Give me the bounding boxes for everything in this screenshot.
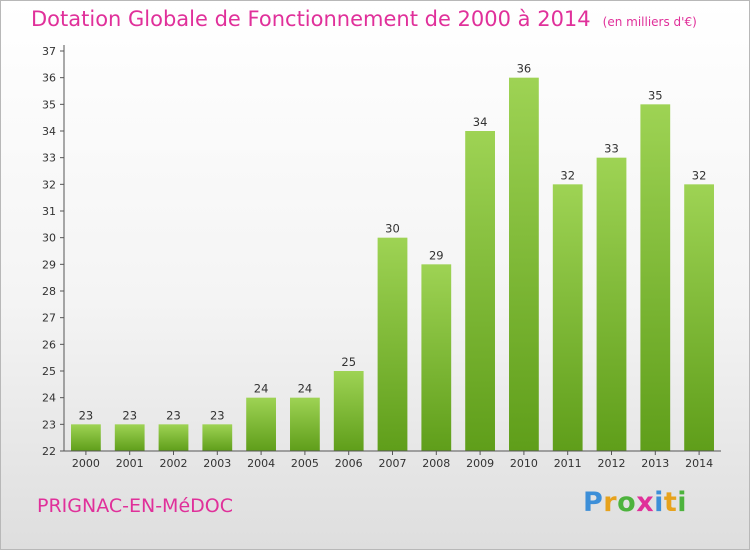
bar-2008: [421, 264, 452, 451]
y-tick-label: 27: [42, 312, 56, 325]
bar-value-label: 23: [122, 408, 137, 422]
bar-2004: [246, 397, 276, 451]
bar-2007: [377, 237, 408, 451]
labels-group: 22 23 24 25 26 27 28 29 30 31 32 33 34 35 36 37 23 2000 23…: [42, 45, 713, 470]
logo-letter: x: [636, 487, 655, 518]
bar-value-label: 23: [210, 408, 225, 422]
axes-group: [60, 45, 721, 455]
y-tick-label: 37: [42, 45, 56, 58]
y-tick-label: 36: [42, 72, 56, 85]
bar-value-label: 23: [79, 408, 94, 422]
x-tick-label: 2001: [116, 457, 144, 470]
y-tick-label: 25: [42, 365, 56, 378]
x-tick-label: 2006: [335, 457, 363, 470]
y-tick-label: 31: [42, 205, 56, 218]
bar-2012: [596, 157, 627, 451]
y-tick-label: 24: [42, 392, 56, 405]
x-tick-label: 2004: [247, 457, 275, 470]
bar-value-label: 36: [517, 62, 532, 76]
x-tick-label: 2008: [422, 457, 450, 470]
commune-name: PRIGNAC-EN-MéDOC: [37, 495, 233, 517]
bar-value-label: 32: [692, 168, 707, 182]
chart-subtitle: (en milliers d'€): [602, 15, 697, 29]
y-tick-label: 35: [42, 98, 56, 111]
y-tick-label: 26: [42, 338, 56, 351]
bar-2000: [71, 424, 101, 451]
bar-value-label: 24: [298, 382, 313, 396]
bar-2003: [202, 424, 233, 451]
y-tick-label: 22: [42, 445, 56, 458]
bar-value-label: 32: [560, 168, 575, 182]
x-tick-label: 2011: [554, 457, 582, 470]
bar-value-label: 30: [385, 222, 400, 236]
bar-value-label: 33: [604, 142, 619, 156]
x-tick-label: 2003: [203, 457, 231, 470]
x-tick-label: 2000: [72, 457, 100, 470]
y-tick-label: 30: [42, 232, 56, 245]
y-tick-label: 29: [42, 258, 56, 271]
proxiti-logo[interactable]: Proxiti: [583, 487, 687, 518]
x-tick-label: 2012: [598, 457, 626, 470]
x-tick-label: 2005: [291, 457, 319, 470]
logo-letter: P: [583, 487, 604, 518]
y-tick-label: 34: [42, 125, 56, 138]
x-tick-label: 2009: [466, 457, 494, 470]
bar-2011: [552, 184, 583, 452]
chart-title: Dotation Globale de Fonctionnement de 20…: [31, 7, 697, 31]
x-tick-label: 2014: [685, 457, 713, 470]
bar-2014: [684, 184, 714, 452]
bars-group: [71, 77, 714, 452]
bar-2009: [465, 131, 495, 451]
x-tick-label: 2013: [641, 457, 669, 470]
bar-value-label: 24: [254, 382, 269, 396]
bar-value-label: 29: [429, 248, 444, 262]
bar-2001: [114, 424, 145, 451]
y-tick-label: 33: [42, 152, 56, 165]
x-tick-label: 2007: [379, 457, 407, 470]
title-text: Dotation Globale de Fonctionnement de 20…: [31, 7, 591, 31]
bar-2006: [333, 371, 364, 451]
logo-letter: i: [677, 487, 688, 518]
bar-value-label: 35: [648, 88, 663, 102]
x-tick-label: 2010: [510, 457, 538, 470]
bar-2010: [509, 77, 539, 452]
logo-letter: r: [603, 487, 618, 518]
bar-value-label: 23: [166, 408, 181, 422]
bar-2005: [290, 397, 320, 451]
bar-value-label: 34: [473, 115, 488, 129]
y-tick-label: 32: [42, 178, 56, 191]
y-tick-label: 28: [42, 285, 56, 298]
bar-2002: [158, 424, 189, 451]
logo-letter: t: [663, 487, 678, 518]
y-tick-label: 23: [42, 418, 56, 431]
logo-letter: o: [617, 487, 637, 518]
x-tick-label: 2002: [160, 457, 188, 470]
bar-2013: [640, 104, 671, 451]
bar-value-label: 25: [341, 355, 356, 369]
logo-letter: i: [654, 487, 664, 518]
